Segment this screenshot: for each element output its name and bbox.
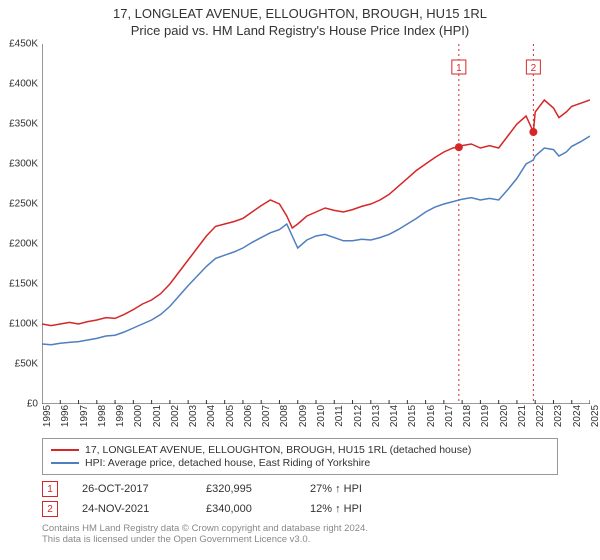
y-tick-label: £200K (9, 239, 38, 250)
sale-event-row: 1 26-OCT-2017 £320,995 27% ↑ HPI (42, 481, 558, 497)
x-tick-label: 2010 (316, 405, 327, 427)
sale-point-icon (529, 128, 537, 136)
x-tick-label: 2003 (188, 405, 199, 427)
legend-label-hpi: HPI: Average price, detached house, East… (85, 457, 370, 469)
x-tick-label: 1997 (79, 405, 90, 427)
x-tick-label: 2021 (517, 405, 528, 427)
event-marker-number: 1 (456, 63, 462, 74)
sale-event-date: 24-NOV-2021 (82, 503, 182, 515)
x-tick-label: 2022 (535, 405, 546, 427)
x-tick-label: 2011 (334, 405, 345, 427)
x-tick-label: 2007 (261, 405, 272, 427)
y-axis: £0£50K£100K£150K£200K£250K£300K£350K£400… (0, 44, 40, 404)
legend-label-property: 17, LONGLEAT AVENUE, ELLOUGHTON, BROUGH,… (85, 444, 471, 456)
x-tick-label: 2024 (572, 405, 583, 427)
x-tick-label: 2019 (480, 405, 491, 427)
y-tick-label: £0 (27, 399, 38, 410)
x-tick-label: 2001 (152, 405, 163, 427)
y-tick-label: £50K (15, 359, 38, 370)
x-tick-label: 2012 (353, 405, 364, 427)
y-tick-label: £350K (9, 119, 38, 130)
x-tick-label: 2018 (462, 405, 473, 427)
x-tick-label: 2020 (499, 405, 510, 427)
legend-swatch-hpi (51, 462, 79, 464)
footer-line: Contains HM Land Registry data © Crown c… (42, 523, 558, 534)
x-tick-label: 1996 (60, 405, 71, 427)
page: 17, LONGLEAT AVENUE, ELLOUGHTON, BROUGH,… (0, 6, 600, 560)
x-axis: 1995 1996 1997 1998 1999 2000 2001 2002 2003 2004… (42, 404, 590, 432)
footer-line: This data is licensed under the Open Gov… (42, 534, 558, 545)
x-tick-label: 2014 (389, 405, 400, 427)
sale-event-number-icon: 2 (42, 501, 58, 517)
sale-event-row: 2 24-NOV-2021 £340,000 12% ↑ HPI (42, 501, 558, 517)
sale-event-date: 26-OCT-2017 (82, 483, 182, 495)
license-footer: Contains HM Land Registry data © Crown c… (42, 523, 558, 545)
legend-swatch-property (51, 449, 79, 451)
legend-box: 17, LONGLEAT AVENUE, ELLOUGHTON, BROUGH,… (42, 438, 558, 475)
sale-event-price: £340,000 (206, 503, 286, 515)
event-marker-number: 2 (531, 63, 537, 74)
x-tick-label: 1998 (97, 405, 108, 427)
x-tick-label: 2015 (407, 405, 418, 427)
series-line (42, 100, 590, 326)
legend-item-property: 17, LONGLEAT AVENUE, ELLOUGHTON, BROUGH,… (51, 444, 549, 456)
x-tick-label: 2016 (426, 405, 437, 427)
sale-events-table: 1 26-OCT-2017 £320,995 27% ↑ HPI 2 24-NOV-202… (42, 481, 558, 517)
x-tick-label: 2008 (279, 405, 290, 427)
y-tick-label: £400K (9, 79, 38, 90)
y-tick-label: £100K (9, 319, 38, 330)
series-line (42, 136, 590, 345)
chart-title: 17, LONGLEAT AVENUE, ELLOUGHTON, BROUGH,… (0, 6, 600, 21)
chart-area: £0£50K£100K£150K£200K£250K£300K£350K£400… (42, 44, 590, 404)
x-tick-label: 2000 (133, 405, 144, 427)
sale-event-delta: 27% ↑ HPI (310, 483, 362, 495)
sale-point-icon (455, 143, 463, 151)
y-tick-label: £450K (9, 39, 38, 50)
y-tick-label: £150K (9, 279, 38, 290)
legend-item-hpi: HPI: Average price, detached house, East… (51, 457, 549, 469)
x-tick-label: 2023 (553, 405, 564, 427)
x-tick-label: 2013 (371, 405, 382, 427)
x-tick-label: 2009 (298, 405, 309, 427)
chart-subtitle: Price paid vs. HM Land Registry's House … (0, 23, 600, 38)
y-tick-label: £250K (9, 199, 38, 210)
sale-event-delta: 12% ↑ HPI (310, 503, 362, 515)
x-tick-label: 2006 (243, 405, 254, 427)
sale-event-number-icon: 1 (42, 481, 58, 497)
titles: 17, LONGLEAT AVENUE, ELLOUGHTON, BROUGH,… (0, 6, 600, 38)
chart-plot: 12 (42, 44, 590, 404)
x-tick-label: 1995 (42, 405, 53, 427)
x-tick-label: 2004 (206, 405, 217, 427)
x-tick-label: 2017 (444, 405, 455, 427)
y-tick-label: £300K (9, 159, 38, 170)
x-tick-label: 2005 (225, 405, 236, 427)
x-tick-label: 2002 (170, 405, 181, 427)
sale-event-price: £320,995 (206, 483, 286, 495)
x-tick-label: 2025 (590, 405, 600, 427)
x-tick-label: 1999 (115, 405, 126, 427)
